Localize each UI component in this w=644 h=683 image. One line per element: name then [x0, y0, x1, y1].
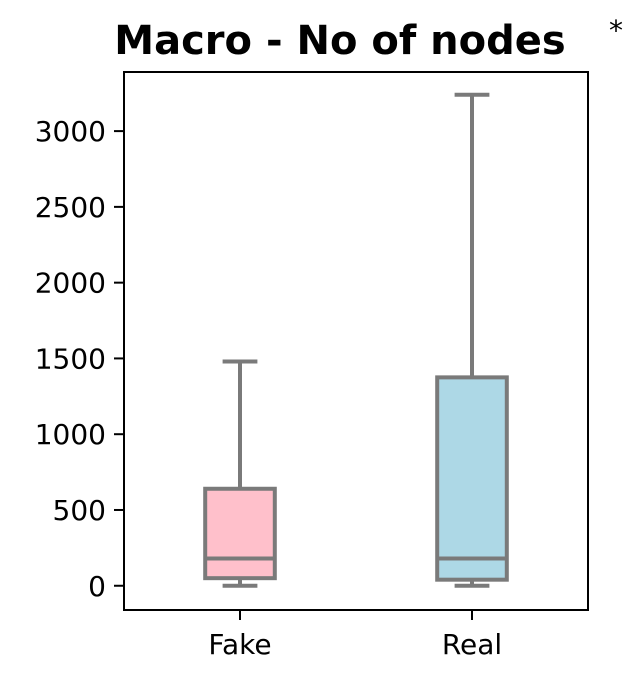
x-tick-label: Real: [442, 628, 502, 661]
box-real: [435, 375, 509, 582]
plot-frame: [123, 71, 589, 611]
x-tick-label: Fake: [208, 628, 271, 661]
y-tick-label: 0: [88, 570, 106, 603]
box-fake: [203, 486, 277, 581]
plot-area: 0 500 1000 1500 2000 2500 3000 Fake Real: [35, 92, 509, 661]
significance-marker: *: [609, 14, 623, 47]
y-tick-label: 1500: [35, 342, 106, 375]
chart-title: Macro - No of nodes: [114, 18, 565, 64]
y-tick-label: 2000: [35, 267, 106, 300]
y-tick-label: 1000: [35, 418, 106, 451]
y-tick-label: 500: [53, 494, 106, 527]
y-tick-label: 3000: [35, 115, 106, 148]
y-tick-label: 2500: [35, 191, 106, 224]
